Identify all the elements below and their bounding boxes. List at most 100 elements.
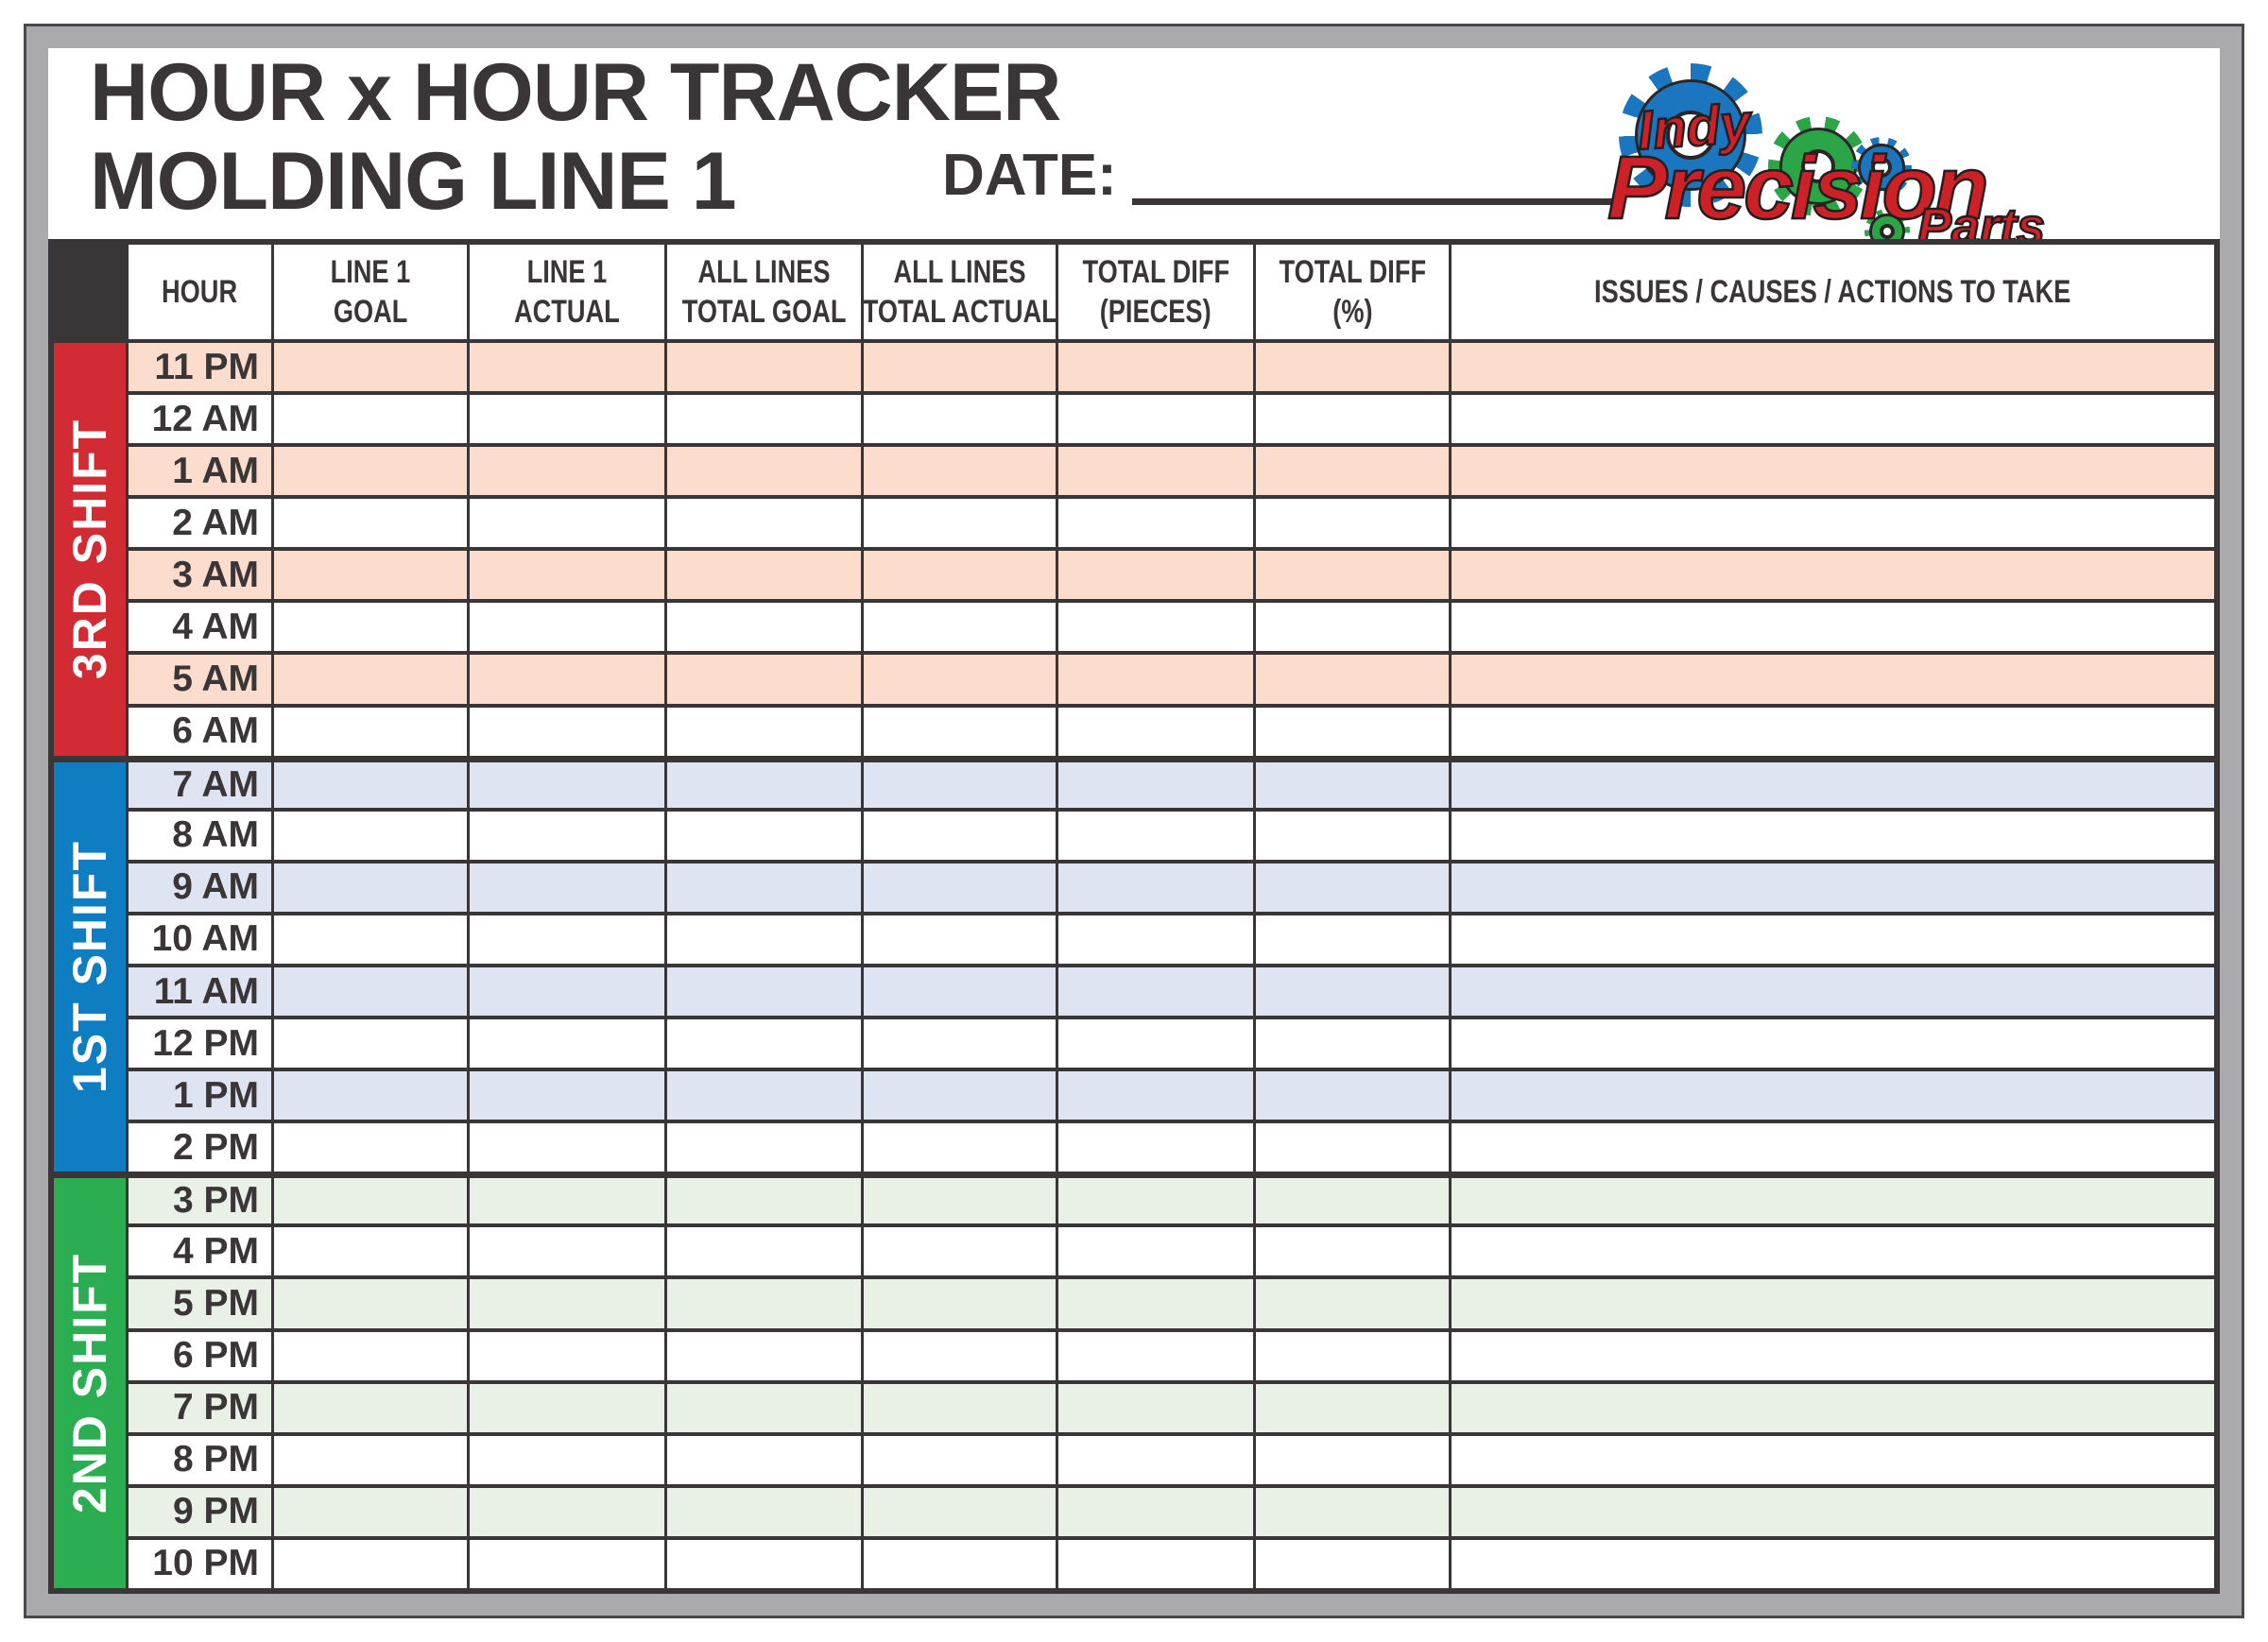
cell-line1-goal[interactable] <box>274 1435 467 1484</box>
cell-total-diff-pct[interactable] <box>1256 551 1449 600</box>
cell-total-diff-pct[interactable] <box>1256 707 1449 756</box>
cell-all-lines-total-goal[interactable] <box>667 863 861 912</box>
cell-line1-actual[interactable] <box>470 1487 664 1536</box>
cell-line1-actual[interactable] <box>470 447 664 496</box>
cell-line1-actual[interactable] <box>470 1539 664 1588</box>
cell-all-lines-total-goal[interactable] <box>667 655 861 704</box>
cell-total-diff-pieces[interactable] <box>1058 1383 1253 1432</box>
cell-issues[interactable] <box>1452 759 2214 808</box>
cell-total-diff-pieces[interactable] <box>1058 1123 1253 1172</box>
cell-issues[interactable] <box>1452 343 2214 392</box>
cell-all-lines-total-actual[interactable] <box>864 1539 1056 1588</box>
cell-line1-goal[interactable] <box>274 1539 467 1588</box>
cell-all-lines-total-goal[interactable] <box>667 1331 861 1380</box>
cell-issues[interactable] <box>1452 603 2214 652</box>
cell-issues[interactable] <box>1452 1175 2214 1224</box>
cell-all-lines-total-goal[interactable] <box>667 915 861 964</box>
cell-issues[interactable] <box>1452 915 2214 964</box>
cell-all-lines-total-goal[interactable] <box>667 343 861 392</box>
cell-total-diff-pct[interactable] <box>1256 1383 1449 1432</box>
cell-line1-goal[interactable] <box>274 1227 467 1276</box>
cell-all-lines-total-goal[interactable] <box>667 1435 861 1484</box>
cell-line1-goal[interactable] <box>274 655 467 704</box>
cell-issues[interactable] <box>1452 707 2214 756</box>
cell-issues[interactable] <box>1452 395 2214 444</box>
cell-all-lines-total-actual[interactable] <box>864 1175 1056 1224</box>
cell-line1-actual[interactable] <box>470 1435 664 1484</box>
cell-line1-goal[interactable] <box>274 1123 467 1172</box>
cell-total-diff-pieces[interactable] <box>1058 1279 1253 1328</box>
cell-all-lines-total-goal[interactable] <box>667 707 861 756</box>
cell-line1-goal[interactable] <box>274 1019 467 1069</box>
cell-all-lines-total-actual[interactable] <box>864 1487 1056 1536</box>
date-entry-line[interactable] <box>1131 149 1619 205</box>
cell-total-diff-pct[interactable] <box>1256 966 1449 1017</box>
cell-total-diff-pct[interactable] <box>1256 1435 1449 1484</box>
cell-total-diff-pieces[interactable] <box>1058 343 1253 392</box>
cell-line1-actual[interactable] <box>470 551 664 600</box>
cell-all-lines-total-actual[interactable] <box>864 551 1056 600</box>
cell-total-diff-pieces[interactable] <box>1058 499 1253 548</box>
cell-issues[interactable] <box>1452 1227 2214 1276</box>
cell-total-diff-pieces[interactable] <box>1058 811 1253 860</box>
cell-line1-actual[interactable] <box>470 863 664 912</box>
cell-issues[interactable] <box>1452 551 2214 600</box>
cell-line1-actual[interactable] <box>470 915 664 964</box>
cell-line1-goal[interactable] <box>274 759 467 808</box>
cell-all-lines-total-actual[interactable] <box>864 603 1056 652</box>
cell-issues[interactable] <box>1452 499 2214 548</box>
cell-issues[interactable] <box>1452 1279 2214 1328</box>
cell-all-lines-total-goal[interactable] <box>667 551 861 600</box>
cell-line1-actual[interactable] <box>470 1071 664 1120</box>
cell-issues[interactable] <box>1452 1331 2214 1380</box>
cell-line1-actual[interactable] <box>470 1019 664 1069</box>
cell-all-lines-total-goal[interactable] <box>667 1019 861 1069</box>
cell-all-lines-total-goal[interactable] <box>667 1227 861 1276</box>
cell-all-lines-total-goal[interactable] <box>667 447 861 496</box>
cell-all-lines-total-actual[interactable] <box>864 499 1056 548</box>
cell-all-lines-total-actual[interactable] <box>864 1227 1056 1276</box>
cell-issues[interactable] <box>1452 966 2214 1017</box>
cell-issues[interactable] <box>1452 1539 2214 1588</box>
cell-total-diff-pct[interactable] <box>1256 1019 1449 1069</box>
cell-total-diff-pct[interactable] <box>1256 1279 1449 1328</box>
cell-total-diff-pct[interactable] <box>1256 1123 1449 1172</box>
cell-total-diff-pct[interactable] <box>1256 499 1449 548</box>
cell-total-diff-pct[interactable] <box>1256 1539 1449 1588</box>
cell-total-diff-pieces[interactable] <box>1058 447 1253 496</box>
cell-issues[interactable] <box>1452 1019 2214 1069</box>
cell-total-diff-pct[interactable] <box>1256 1331 1449 1380</box>
cell-total-diff-pct[interactable] <box>1256 759 1449 808</box>
cell-issues[interactable] <box>1452 447 2214 496</box>
cell-line1-goal[interactable] <box>274 499 467 548</box>
cell-all-lines-total-actual[interactable] <box>864 759 1056 808</box>
cell-all-lines-total-actual[interactable] <box>864 1019 1056 1069</box>
cell-line1-actual[interactable] <box>470 1175 664 1224</box>
cell-line1-actual[interactable] <box>470 499 664 548</box>
cell-total-diff-pieces[interactable] <box>1058 707 1253 756</box>
cell-line1-goal[interactable] <box>274 811 467 860</box>
cell-line1-goal[interactable] <box>274 915 467 964</box>
cell-total-diff-pieces[interactable] <box>1058 1019 1253 1069</box>
cell-total-diff-pieces[interactable] <box>1058 863 1253 912</box>
cell-all-lines-total-actual[interactable] <box>864 863 1056 912</box>
cell-total-diff-pct[interactable] <box>1256 1227 1449 1276</box>
cell-total-diff-pct[interactable] <box>1256 603 1449 652</box>
cell-all-lines-total-actual[interactable] <box>864 707 1056 756</box>
cell-all-lines-total-actual[interactable] <box>864 343 1056 392</box>
cell-total-diff-pieces[interactable] <box>1058 1227 1253 1276</box>
cell-all-lines-total-goal[interactable] <box>667 1487 861 1536</box>
cell-all-lines-total-goal[interactable] <box>667 966 861 1017</box>
cell-issues[interactable] <box>1452 1383 2214 1432</box>
cell-all-lines-total-actual[interactable] <box>864 1331 1056 1380</box>
cell-total-diff-pieces[interactable] <box>1058 1331 1253 1380</box>
cell-all-lines-total-goal[interactable] <box>667 1123 861 1172</box>
cell-line1-goal[interactable] <box>274 551 467 600</box>
cell-total-diff-pieces[interactable] <box>1058 551 1253 600</box>
cell-total-diff-pct[interactable] <box>1256 1071 1449 1120</box>
cell-total-diff-pct[interactable] <box>1256 447 1449 496</box>
cell-total-diff-pieces[interactable] <box>1058 1539 1253 1588</box>
cell-all-lines-total-goal[interactable] <box>667 1383 861 1432</box>
cell-all-lines-total-actual[interactable] <box>864 395 1056 444</box>
cell-total-diff-pieces[interactable] <box>1058 915 1253 964</box>
